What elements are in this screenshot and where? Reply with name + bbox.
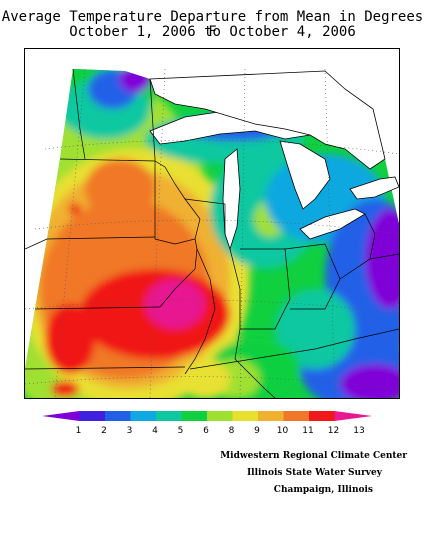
legend-swatch (232, 411, 258, 421)
legend-tick-label: 2 (101, 426, 107, 435)
legend-tick-label: 12 (328, 426, 339, 435)
legend-tick-label: 3 (127, 426, 133, 435)
legend-tick-label: 6 (203, 426, 209, 435)
color-scale-legend: 1 2 3 4 5 6 8 9 10 11 12 13 (40, 409, 374, 436)
legend-swatch (156, 411, 182, 421)
legend-swatch (258, 411, 284, 421)
legend-tick-label: 10 (277, 426, 289, 435)
legend-tick-label: 4 (152, 426, 158, 435)
state-boundaries (24, 68, 400, 399)
credit-location: Champaign, Illinois (273, 485, 373, 495)
legend-swatch (283, 411, 309, 421)
map-svg (24, 68, 400, 399)
legend-swatch (309, 411, 335, 421)
legend-swatch (181, 411, 207, 421)
legend-swatch (334, 411, 372, 421)
legend-svg: 1 2 3 4 5 6 8 9 10 11 12 13 (42, 411, 372, 436)
credit-isws: Illinois State Water Survey (246, 468, 382, 478)
legend-tick-label: 8 (229, 426, 235, 435)
legend-swatch (105, 411, 131, 421)
legend-swatch (207, 411, 233, 421)
great-lakes (149, 70, 400, 251)
temperature-departure-map (24, 48, 400, 399)
legend-swatch (130, 411, 156, 421)
legend-tick-label: 9 (254, 426, 260, 435)
legend-tick-label: 13 (353, 426, 364, 435)
legend-swatch (42, 411, 80, 421)
lat-lon-grid (24, 68, 400, 399)
map-date-range: October 1, 2006 to October 4, 2006 (69, 24, 356, 40)
map-title: Average Temperature Departure from Mean … (1, 9, 424, 40)
legend-swatch (79, 411, 105, 421)
legend-tick-label: 1 (76, 426, 82, 435)
legend-tick-label: 11 (302, 426, 313, 435)
legend-tick-label: 5 (178, 426, 184, 435)
credit-mrcc: Midwestern Regional Climate Center (220, 451, 407, 461)
